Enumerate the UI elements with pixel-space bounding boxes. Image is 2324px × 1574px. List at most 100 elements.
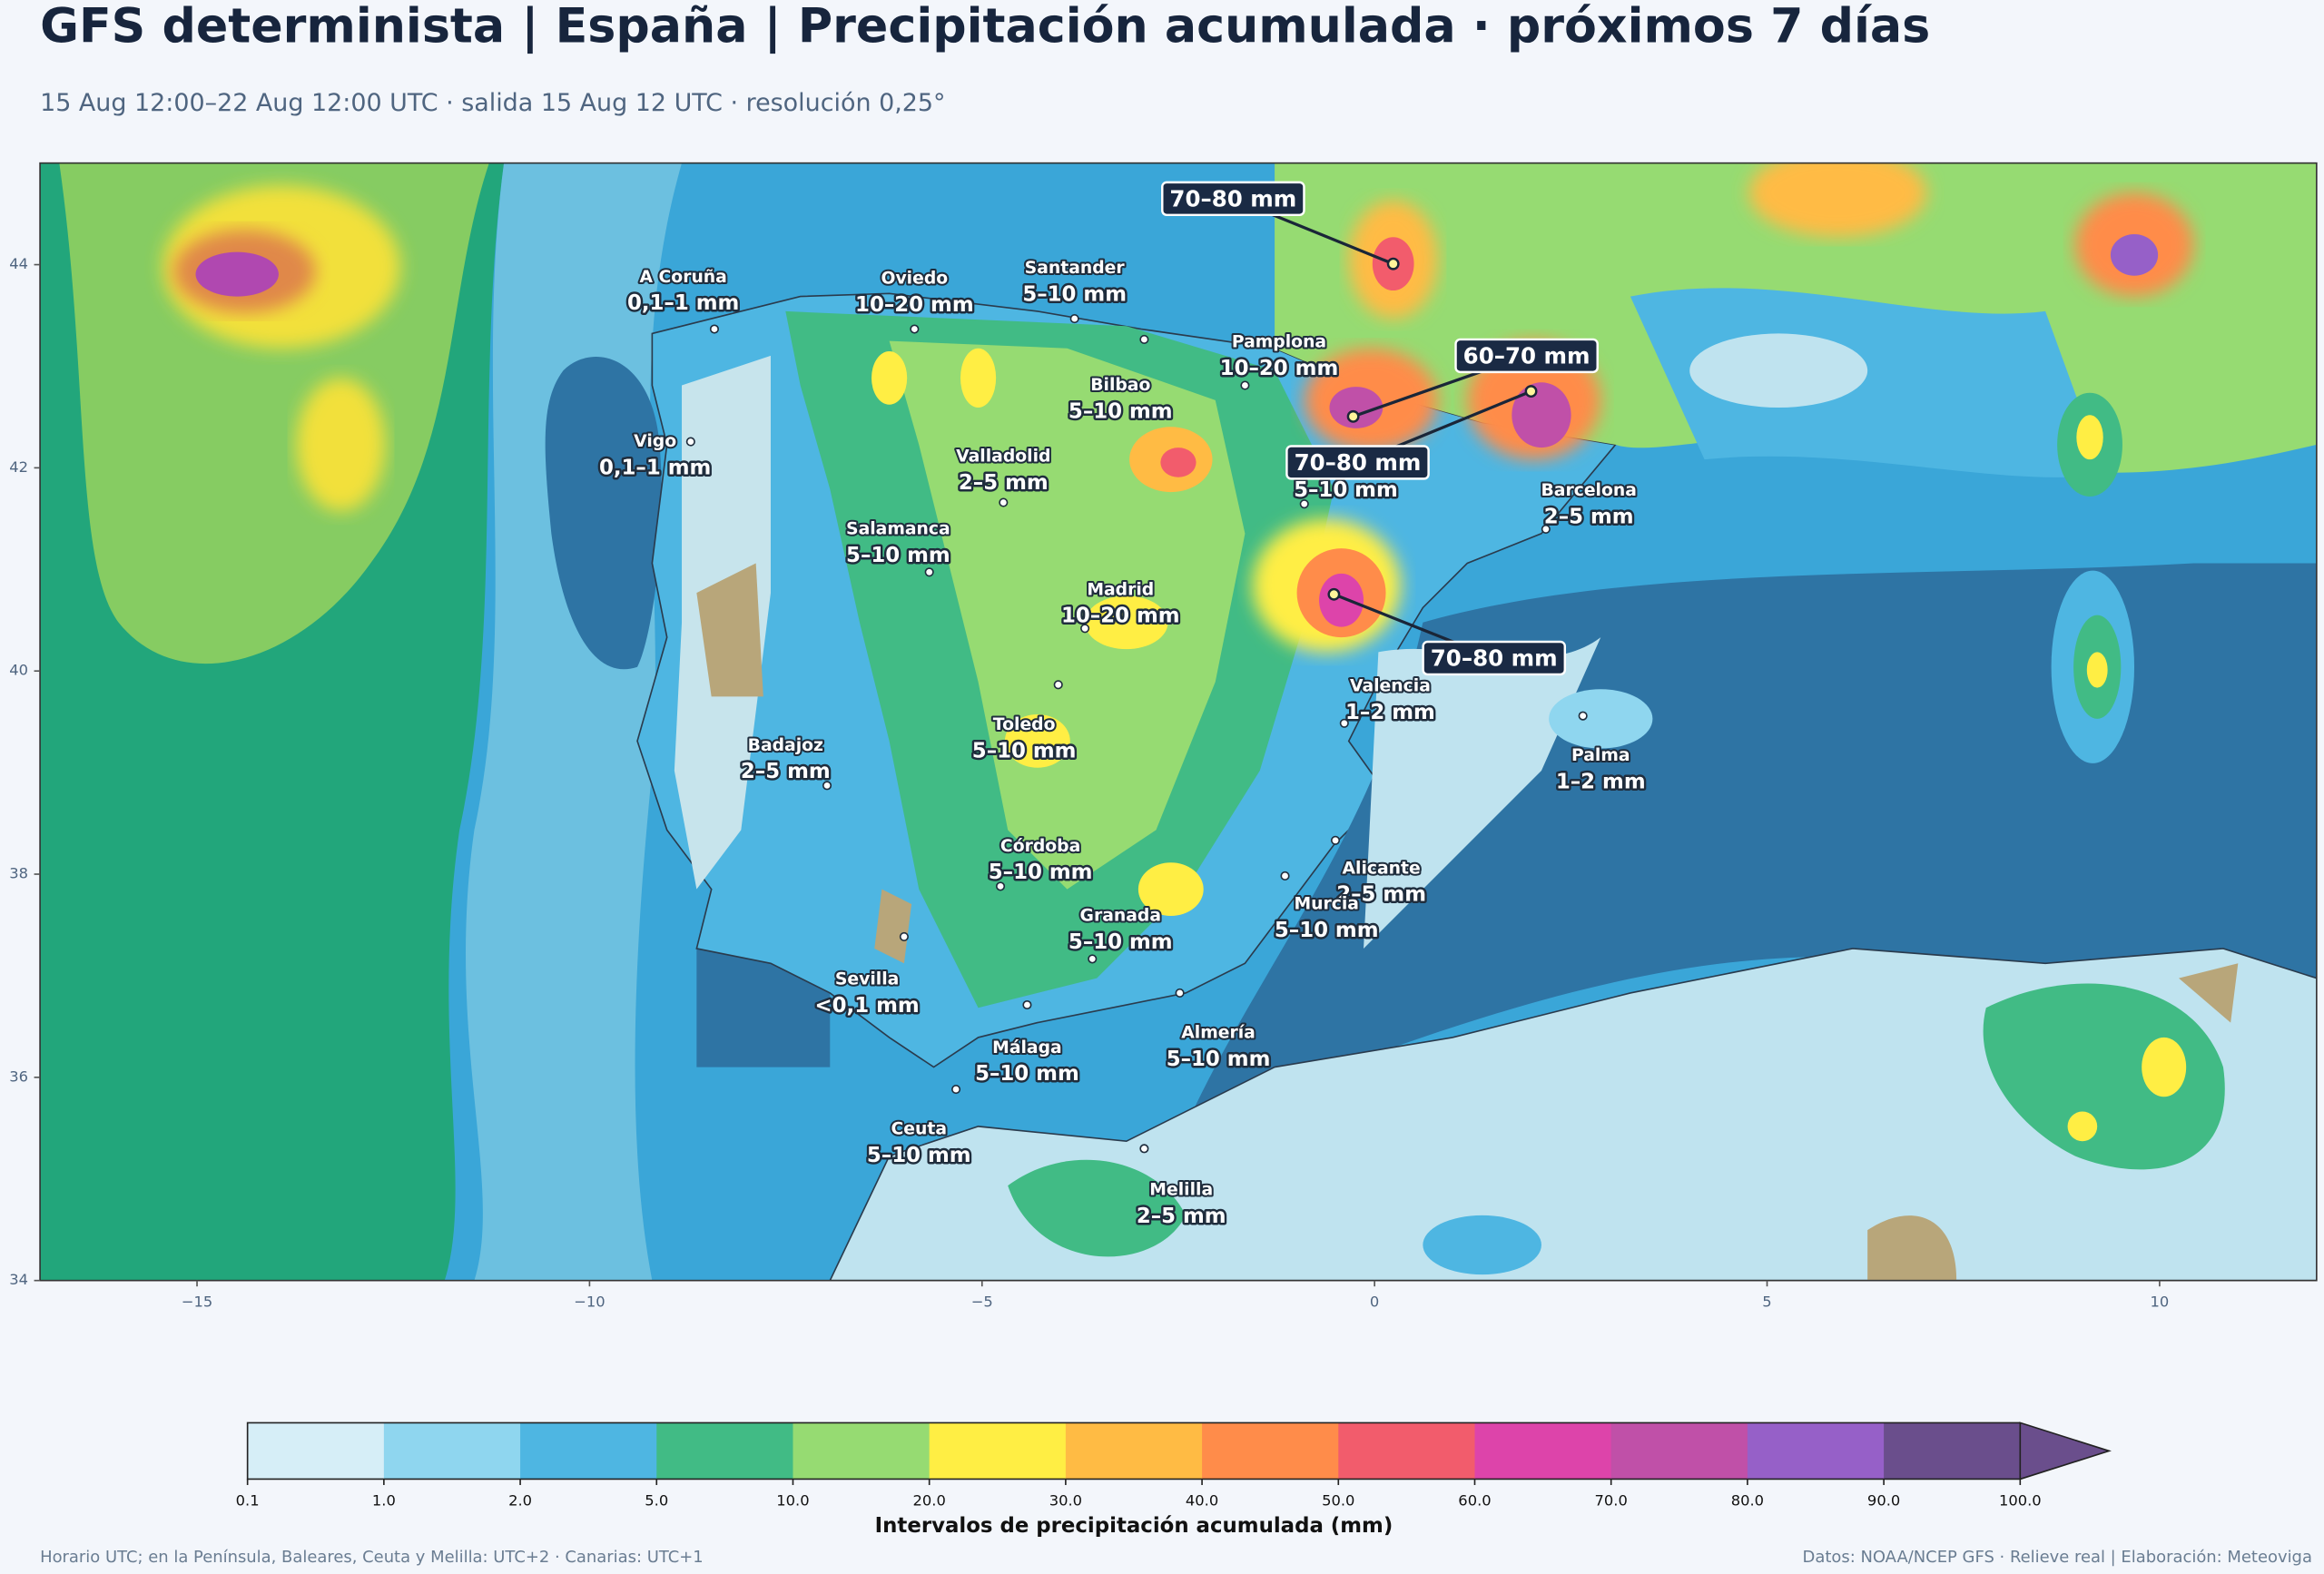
colorbar-tick-label: 50.0 xyxy=(1322,1491,1354,1509)
city-value: 5–10 mm xyxy=(867,1144,971,1167)
colorbar-tick-label: 0.1 xyxy=(236,1491,260,1509)
x-tick-label: −15 xyxy=(182,1294,212,1311)
city-marker xyxy=(999,497,1009,507)
city-value: 5–10 mm xyxy=(1275,919,1379,942)
y-tick-label: 42 xyxy=(9,458,28,476)
city-name: Bilbao xyxy=(1090,376,1150,395)
colorbar-segment xyxy=(1202,1422,1340,1480)
colorbar-tick-label: 60.0 xyxy=(1458,1491,1491,1509)
city-name: Murcia xyxy=(1294,894,1359,913)
colorbar-tick-label: 90.0 xyxy=(1867,1491,1900,1509)
city-value: 5–10 mm xyxy=(1068,399,1173,423)
city-marker xyxy=(910,324,920,334)
city-marker xyxy=(1022,999,1032,1010)
city-value: <0,1 mm xyxy=(815,994,920,1018)
map-frame xyxy=(39,162,2318,1282)
colorbar-segment xyxy=(1065,1422,1203,1480)
x-tick-label: 10 xyxy=(2151,1294,2170,1311)
y-tick-label: 38 xyxy=(9,865,28,882)
colorbar-segment xyxy=(1474,1422,1612,1480)
city-name: Almería xyxy=(1181,1024,1256,1043)
city-value: 5–10 mm xyxy=(1294,478,1398,502)
callout-label: 70–80 mm xyxy=(1169,185,1296,212)
city-value: 5–10 mm xyxy=(972,739,1077,762)
colorbar-extend xyxy=(2019,1422,2112,1481)
x-tick-label: 5 xyxy=(1762,1294,1771,1311)
colorbar-frame xyxy=(246,1422,2021,1481)
colorbar-segment xyxy=(1338,1422,1476,1480)
city-marker xyxy=(1339,718,1349,728)
city-name: Madrid xyxy=(1087,580,1154,599)
city-name: Córdoba xyxy=(1000,837,1080,856)
city-name: Santander xyxy=(1025,259,1126,278)
colorbar-label: Intervalos de precipitación acumulada (m… xyxy=(875,1514,1393,1538)
city-name: Alicante xyxy=(1343,859,1421,878)
city-marker xyxy=(924,567,934,577)
city-value: 5–10 mm xyxy=(1068,930,1173,954)
footer-note: Horario UTC; en la Península, Baleares, … xyxy=(40,1548,704,1567)
colorbar: 0.1 1.0 2.0 5.0 10.0 20.0 30.0 40.0 50.0 60.0 70.0… xyxy=(236,1422,2112,1538)
city-name: Valladolid xyxy=(956,447,1050,466)
colorbar-segment xyxy=(1747,1422,1885,1480)
city-marker xyxy=(1088,954,1098,964)
city-value: 5–10 mm xyxy=(1022,282,1127,306)
city-marker xyxy=(995,881,1006,891)
colorbar-tick-label: 10.0 xyxy=(776,1491,809,1509)
title: GFS determinista | España | Precipitació… xyxy=(40,0,1930,54)
city-name: Badajoz xyxy=(748,736,823,755)
city-value: 0,1–1 mm xyxy=(627,291,739,315)
city-marker xyxy=(709,324,719,334)
city-value: 5–10 mm xyxy=(989,861,1093,884)
city-marker xyxy=(899,931,909,941)
colorbar-segment xyxy=(383,1422,521,1480)
colorbar-tick-label: 1.0 xyxy=(372,1491,396,1509)
city-marker xyxy=(1080,624,1090,634)
city-value: 0,1–1 mm xyxy=(599,456,711,479)
callout-marker xyxy=(1346,409,1360,423)
colorbar-tick-label: 5.0 xyxy=(645,1491,668,1509)
y-tick-label: 40 xyxy=(9,662,28,679)
city-marker xyxy=(1299,499,1309,509)
colorbar-segment xyxy=(520,1422,658,1480)
city-name: Melilla xyxy=(1149,1181,1213,1200)
x-tick-label: −5 xyxy=(971,1294,993,1311)
callout-marker xyxy=(1524,385,1538,398)
map-axes: −15 −10 −5 0 5 10 34 36 38 40 42 44 xyxy=(9,255,2169,1311)
city-value: 2–5 mm xyxy=(741,760,831,783)
callout-marker xyxy=(1327,587,1341,601)
colorbar-segment xyxy=(1610,1422,1748,1480)
city-marker xyxy=(1240,380,1250,390)
colorbar-tick-label: 20.0 xyxy=(913,1491,946,1509)
city-name: Salamanca xyxy=(846,519,950,538)
y-tick-label: 36 xyxy=(9,1067,28,1085)
colorbar-segment xyxy=(1884,1422,2022,1480)
city-name: Oviedo xyxy=(881,270,949,289)
city-name: A Coruña xyxy=(639,268,726,287)
x-tick-label: 0 xyxy=(1370,1294,1379,1311)
callout-marker xyxy=(1386,257,1400,271)
city-marker xyxy=(1053,680,1063,690)
city-marker xyxy=(685,437,695,447)
callout-box xyxy=(1161,181,1305,217)
city-name: Sevilla xyxy=(835,970,899,989)
city-value: 2–5 mm xyxy=(1336,883,1426,907)
city-name: Toledo xyxy=(993,715,1056,734)
city-marker xyxy=(1139,1144,1149,1154)
city-marker xyxy=(1139,334,1149,344)
callout-box xyxy=(1454,338,1599,374)
city-value: 5–10 mm xyxy=(846,544,950,567)
precipitation-field xyxy=(40,162,2317,1281)
city-value: 2–5 mm xyxy=(1137,1205,1226,1228)
y-tick-label: 34 xyxy=(9,1271,28,1288)
city-name: Málaga xyxy=(992,1038,1062,1058)
city-value: 1–2 mm xyxy=(1556,771,1646,794)
city-name: Ceuta xyxy=(891,1120,947,1139)
city-value: 2–5 mm xyxy=(959,471,1049,495)
colorbar-tick-label: 100.0 xyxy=(1999,1491,2042,1509)
city-name: Palma xyxy=(1571,746,1630,765)
map-overlay: A Coruña 0,1–1 mm Oviedo 10–20 mm Santander 5… xyxy=(597,181,1648,1230)
city-marker xyxy=(1541,524,1551,534)
colorbar-tick-label: 2.0 xyxy=(508,1491,532,1509)
colorbar-tick-label: 70.0 xyxy=(1595,1491,1628,1509)
